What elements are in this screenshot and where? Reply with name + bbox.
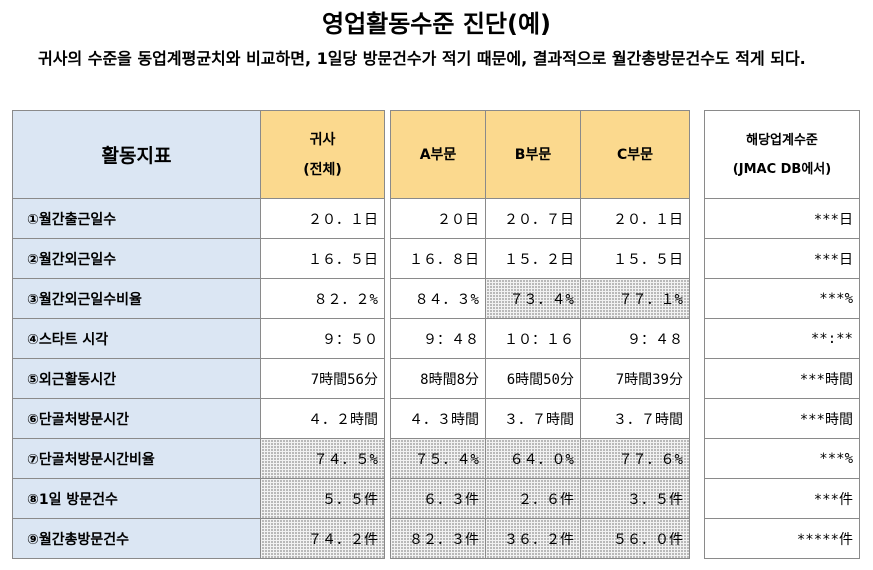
- dept-c-header: C부문: [580, 110, 690, 199]
- table-row: **:**: [704, 318, 860, 359]
- indicator-label: ②월간외근일수: [12, 238, 261, 279]
- dept-a-value: ６．３件: [390, 478, 486, 519]
- industry-value: ***%: [704, 438, 860, 479]
- dept-b-value: ３．７時間: [485, 398, 581, 439]
- table-row: ③월간외근일수비율 ８２．２%: [12, 278, 385, 319]
- indicator-header: 활동지표: [12, 110, 261, 199]
- table-row: ⑨월간총방문건수 ７４．２件: [12, 518, 385, 559]
- table-row: *****件: [704, 518, 860, 559]
- table-row: ８２．３件 ３６．２件 ５６．０件: [390, 518, 690, 559]
- indicator-label: ⑤외근활동시간: [12, 358, 261, 399]
- company-value: ８２．２%: [260, 278, 385, 319]
- dept-c-value: ９：４８: [580, 318, 690, 359]
- industry-value: **:**: [704, 318, 860, 359]
- dept-c-value: ３．５件: [580, 478, 690, 519]
- industry-value: ***時間: [704, 358, 860, 399]
- table-row: ***日: [704, 198, 860, 239]
- indicator-label: ⑥단골처방문시간: [12, 398, 261, 439]
- table-row: ⑦단골처방문시간비율 ７４．５%: [12, 438, 385, 479]
- dept-b-value: ７３．４%: [485, 278, 581, 319]
- table-row: ８４．３% ７３．４% ７７．１%: [390, 278, 690, 319]
- industry-value: ***日: [704, 238, 860, 279]
- dept-b-value: ６４．０%: [485, 438, 581, 479]
- industry-table: 해당업계수준 (JMAC DB에서) ***日 ***日 ***% **:** ***時…: [704, 110, 860, 559]
- dept-a-value: 8時間8分: [390, 358, 486, 399]
- dept-b-value: ３６．２件: [485, 518, 581, 559]
- dept-a-value: ４．３時間: [390, 398, 486, 439]
- table-row: ９：４８ １０：１６ ９：４８: [390, 318, 690, 359]
- industry-value: *****件: [704, 518, 860, 559]
- dept-a-value: ８２．３件: [390, 518, 486, 559]
- indicator-label: ④스타트 시각: [12, 318, 261, 359]
- dept-a-value: ２０日: [390, 198, 486, 239]
- company-value: ９：５０: [260, 318, 385, 359]
- dept-a-value: ９：４８: [390, 318, 486, 359]
- dept-c-value: ７７．６%: [580, 438, 690, 479]
- table-row: ７５．４% ６４．０% ７７．６%: [390, 438, 690, 479]
- industry-header: 해당업계수준 (JMAC DB에서): [704, 110, 860, 199]
- dept-b-value: ２０．７日: [485, 198, 581, 239]
- table-row: ***時間: [704, 398, 860, 439]
- company-table: 활동지표 귀사 (전체) ①월간출근일수 ２０．１日 ②월간외근일수 １６．５日 ③월간…: [12, 110, 385, 559]
- dept-a-value: ７５．４%: [390, 438, 486, 479]
- dept-a-value: １６．８日: [390, 238, 486, 279]
- page-title: 영업활동수준 진단(예): [321, 10, 551, 38]
- table-row: ***%: [704, 438, 860, 479]
- dept-c-value: ７７．１%: [580, 278, 690, 319]
- table-row: ②월간외근일수 １６．５日: [12, 238, 385, 279]
- indicator-label: ⑧1일 방문건수: [12, 478, 261, 519]
- dept-a-header: A부문: [390, 110, 486, 199]
- description-text: 귀사의 수준을 동업계평균치와 비교하면, 1일당 방문건수가 적기 때문에, …: [38, 49, 806, 68]
- table-row: ***時間: [704, 358, 860, 399]
- dept-c-value: ３．７時間: [580, 398, 690, 439]
- company-value: ７４．５%: [260, 438, 385, 479]
- industry-value: ***時間: [704, 398, 860, 439]
- dept-c-value: 7時間39分: [580, 358, 690, 399]
- indicator-label: ①월간출근일수: [12, 198, 261, 239]
- table-row: 8時間8分 6時間50分 7時間39分: [390, 358, 690, 399]
- company-value: ５．５件: [260, 478, 385, 519]
- industry-value: ***件: [704, 478, 860, 519]
- table-row: ６．３件 ２．６件 ３．５件: [390, 478, 690, 519]
- industry-value: ***日: [704, 198, 860, 239]
- indicator-label: ⑨월간총방문건수: [12, 518, 261, 559]
- table-row: ***件: [704, 478, 860, 519]
- company-value: 7時間56分: [260, 358, 385, 399]
- table-row: ４．３時間 ３．７時間 ３．７時間: [390, 398, 690, 439]
- department-table: A부문 B부문 C부문 ２０日 ２０．７日 ２０．１日 １６．８日 １５．２日 １５．５日…: [390, 110, 690, 559]
- company-value: ４．２時間: [260, 398, 385, 439]
- table-row: ***%: [704, 278, 860, 319]
- table-row: １６．８日 １５．２日 １５．５日: [390, 238, 690, 279]
- dept-b-value: １５．２日: [485, 238, 581, 279]
- table-row: ***日: [704, 238, 860, 279]
- dept-b-value: １０：１６: [485, 318, 581, 359]
- table-row: ⑧1일 방문건수 ５．５件: [12, 478, 385, 519]
- company-header: 귀사 (전체): [260, 110, 385, 199]
- table-row: ①월간출근일수 ２０．１日: [12, 198, 385, 239]
- table-row: ⑤외근활동시간 7時間56分: [12, 358, 385, 399]
- dept-b-value: ２．６件: [485, 478, 581, 519]
- indicator-label: ③월간외근일수비율: [12, 278, 261, 319]
- dept-b-header: B부문: [485, 110, 581, 199]
- company-value: ２０．１日: [260, 198, 385, 239]
- company-value: １６．５日: [260, 238, 385, 279]
- dept-a-value: ８４．３%: [390, 278, 486, 319]
- dept-c-value: ２０．１日: [580, 198, 690, 239]
- dept-b-value: 6時間50分: [485, 358, 581, 399]
- dept-c-value: ５６．０件: [580, 518, 690, 559]
- table-row: ２０日 ２０．７日 ２０．１日: [390, 198, 690, 239]
- table-row: ④스타트 시각 ９：５０: [12, 318, 385, 359]
- table-row: ⑥단골처방문시간 ４．２時間: [12, 398, 385, 439]
- dept-c-value: １５．５日: [580, 238, 690, 279]
- indicator-label: ⑦단골처방문시간비율: [12, 438, 261, 479]
- industry-value: ***%: [704, 278, 860, 319]
- company-value: ７４．２件: [260, 518, 385, 559]
